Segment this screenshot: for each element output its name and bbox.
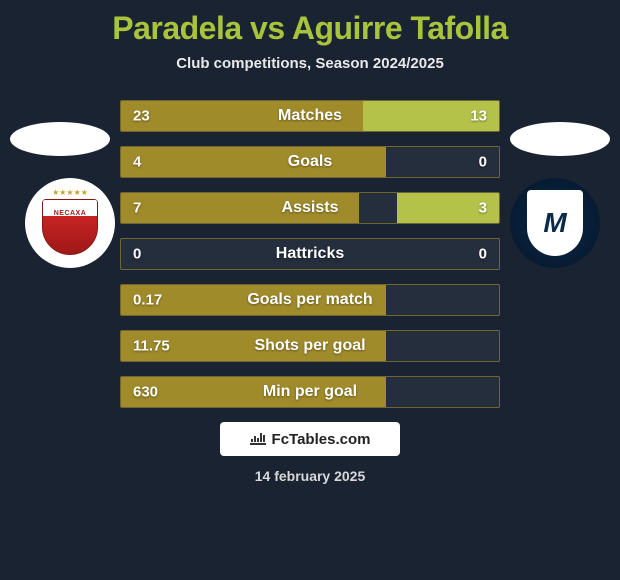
stat-row: 7 Assists 3 bbox=[120, 192, 500, 224]
stat-row: 23 Matches 13 bbox=[120, 100, 500, 132]
stat-value-right: 13 bbox=[470, 108, 487, 125]
stat-label: Matches bbox=[278, 107, 342, 125]
page-title: Paradela vs Aguirre Tafolla bbox=[0, 0, 620, 47]
footer-date: 14 february 2025 bbox=[0, 468, 620, 484]
stat-row: 0.17 Goals per match bbox=[120, 284, 500, 316]
stat-bar-left bbox=[121, 147, 386, 177]
stat-value-right: 0 bbox=[479, 154, 487, 171]
stat-label: Goals bbox=[288, 153, 332, 171]
stat-label: Min per goal bbox=[263, 383, 357, 401]
necaxa-badge: ★★★★★ NECAXA bbox=[40, 188, 100, 258]
stat-value-left: 0.17 bbox=[133, 292, 162, 309]
stat-label: Goals per match bbox=[247, 291, 372, 309]
stat-label: Hattricks bbox=[276, 245, 344, 263]
stat-label: Assists bbox=[282, 199, 339, 217]
player-right-ellipse bbox=[510, 122, 610, 156]
stars-icon: ★★★★★ bbox=[40, 188, 100, 197]
stat-row: 11.75 Shots per goal bbox=[120, 330, 500, 362]
page-subtitle: Club competitions, Season 2024/2025 bbox=[0, 55, 620, 72]
stat-value-left: 23 bbox=[133, 108, 150, 125]
stat-value-right: 3 bbox=[479, 200, 487, 217]
player-left-ellipse bbox=[10, 122, 110, 156]
club-left-name: NECAXA bbox=[54, 210, 87, 217]
stat-value-left: 11.75 bbox=[133, 338, 170, 355]
club-badge-left: ★★★★★ NECAXA bbox=[25, 178, 115, 268]
stat-row: 4 Goals 0 bbox=[120, 146, 500, 178]
shield-icon: NECAXA bbox=[42, 199, 98, 255]
stat-value-left: 0 bbox=[133, 246, 141, 263]
stat-value-left: 630 bbox=[133, 384, 158, 401]
club-badge-right: M bbox=[510, 178, 600, 268]
stat-row: 630 Min per goal bbox=[120, 376, 500, 408]
brand-logo[interactable]: FcTables.com bbox=[220, 422, 400, 456]
stat-value-left: 4 bbox=[133, 154, 141, 171]
stat-label: Shots per goal bbox=[254, 337, 365, 355]
club-right-initial: M bbox=[543, 207, 566, 239]
stats-container: 23 Matches 13 4 Goals 0 7 Assists 3 0 Hattricks 0 0.… bbox=[120, 100, 500, 408]
stat-value-right: 0 bbox=[479, 246, 487, 263]
monterrey-shield: M bbox=[527, 190, 583, 256]
stat-row: 0 Hattricks 0 bbox=[120, 238, 500, 270]
brand-text: FcTables.com bbox=[272, 431, 371, 448]
chart-icon bbox=[250, 431, 266, 448]
stat-value-left: 7 bbox=[133, 200, 141, 217]
